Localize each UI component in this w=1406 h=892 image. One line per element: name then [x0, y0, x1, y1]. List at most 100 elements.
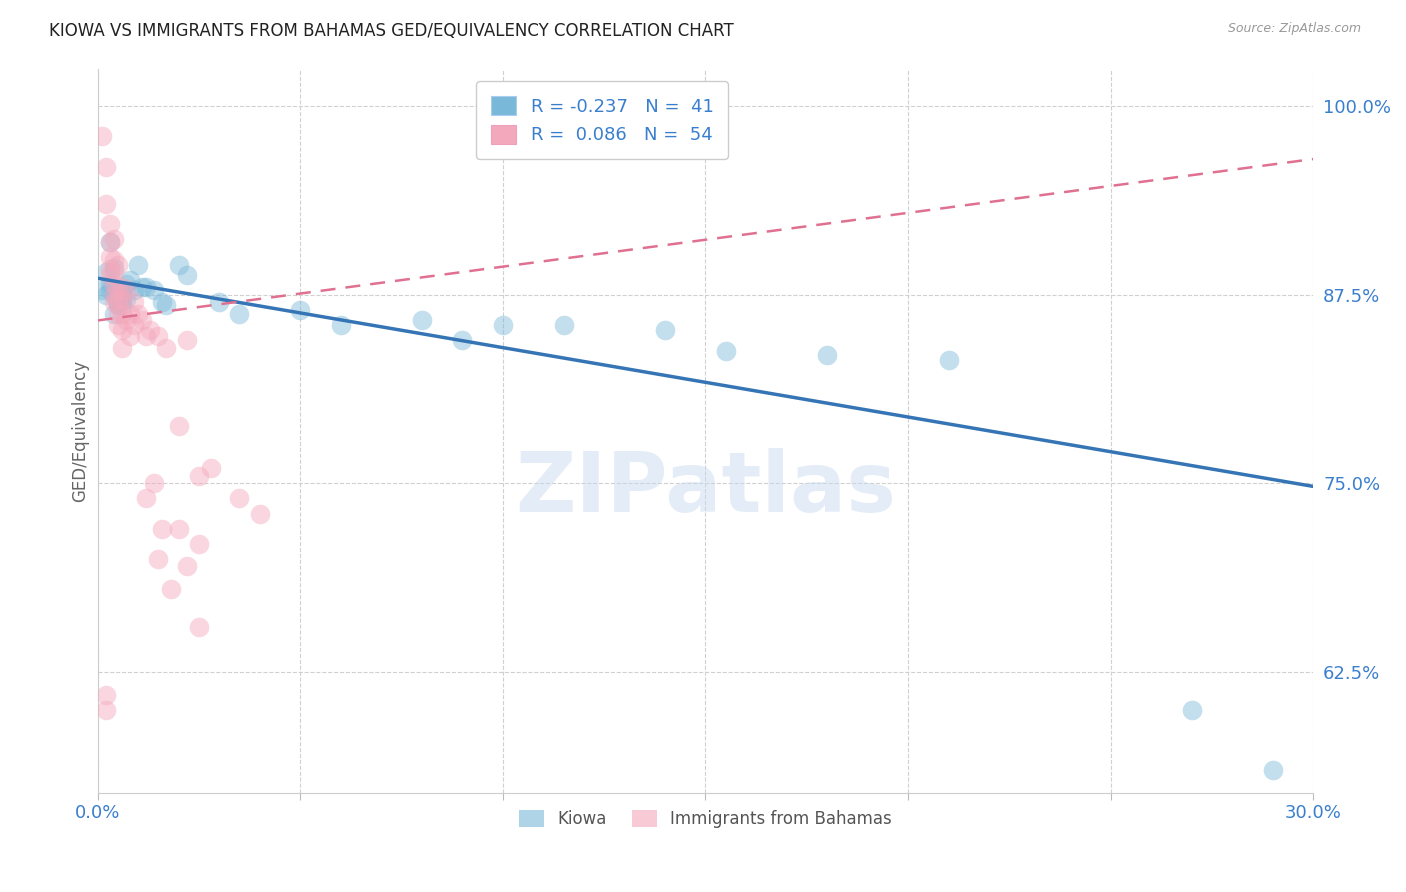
Point — [98, 277, 121, 292]
Point — [98, 250, 121, 264]
Point — [553, 318, 575, 332]
Point — [103, 260, 125, 275]
Point — [111, 280, 134, 294]
Text: KIOWA VS IMMIGRANTS FROM BAHAMAS GED/EQUIVALENCY CORRELATION CHART: KIOWA VS IMMIGRANTS FROM BAHAMAS GED/EQU… — [49, 22, 734, 40]
Point — [411, 313, 433, 327]
Text: ZIPatlas: ZIPatlas — [515, 448, 896, 529]
Point — [103, 307, 125, 321]
Point — [107, 283, 129, 297]
Point — [208, 295, 231, 310]
Point — [94, 703, 117, 717]
Point — [111, 286, 134, 301]
Point — [131, 313, 153, 327]
Point — [107, 258, 129, 272]
Point — [187, 620, 209, 634]
Point — [135, 328, 157, 343]
Point — [122, 283, 145, 297]
Point — [98, 262, 121, 277]
Point — [103, 288, 125, 302]
Point — [329, 318, 352, 332]
Point — [103, 232, 125, 246]
Point — [167, 419, 190, 434]
Point — [152, 522, 174, 536]
Point — [94, 688, 117, 702]
Point — [148, 551, 170, 566]
Point — [938, 352, 960, 367]
Point — [103, 265, 125, 279]
Point — [290, 302, 312, 317]
Point — [159, 582, 181, 596]
Point — [107, 298, 129, 312]
Point — [103, 253, 125, 268]
Point — [90, 283, 112, 297]
Point — [107, 293, 129, 307]
Point — [118, 307, 141, 321]
Point — [127, 258, 149, 272]
Point — [111, 307, 134, 321]
Point — [115, 293, 138, 307]
Point — [98, 283, 121, 297]
Point — [111, 293, 134, 307]
Point — [155, 341, 177, 355]
Text: Source: ZipAtlas.com: Source: ZipAtlas.com — [1227, 22, 1361, 36]
Point — [143, 283, 166, 297]
Point — [167, 258, 190, 272]
Point — [90, 129, 112, 144]
Point — [135, 280, 157, 294]
Point — [200, 461, 222, 475]
Point — [94, 160, 117, 174]
Point — [122, 295, 145, 310]
Point — [654, 322, 676, 336]
Point — [103, 295, 125, 310]
Point — [228, 307, 250, 321]
Point — [103, 288, 125, 302]
Point — [115, 277, 138, 292]
Point — [107, 283, 129, 297]
Point — [228, 491, 250, 506]
Point — [187, 468, 209, 483]
Point — [167, 522, 190, 536]
Point — [118, 273, 141, 287]
Point — [139, 322, 162, 336]
Point — [115, 313, 138, 327]
Point — [492, 318, 515, 332]
Point — [103, 277, 125, 292]
Point — [107, 295, 129, 310]
Point — [111, 341, 134, 355]
Point — [155, 298, 177, 312]
Point — [176, 268, 198, 283]
Point — [111, 293, 134, 307]
Point — [98, 235, 121, 249]
Point — [127, 307, 149, 321]
Point — [152, 295, 174, 310]
Point — [1261, 763, 1284, 777]
Point — [94, 197, 117, 211]
Point — [135, 491, 157, 506]
Point — [107, 318, 129, 332]
Point — [249, 507, 271, 521]
Point — [111, 298, 134, 312]
Point — [118, 328, 141, 343]
Point — [143, 476, 166, 491]
Point — [115, 283, 138, 297]
Point — [111, 322, 134, 336]
Point — [107, 307, 129, 321]
Point — [131, 280, 153, 294]
Point — [148, 328, 170, 343]
Point — [98, 217, 121, 231]
Point — [122, 318, 145, 332]
Legend: Kiowa, Immigrants from Bahamas: Kiowa, Immigrants from Bahamas — [512, 804, 898, 835]
Point — [98, 235, 121, 249]
Point — [176, 333, 198, 347]
Y-axis label: GED/Equivalency: GED/Equivalency — [72, 359, 89, 501]
Point — [94, 265, 117, 279]
Point — [94, 288, 117, 302]
Point — [187, 537, 209, 551]
Point — [176, 559, 198, 574]
Point — [1181, 703, 1204, 717]
Point — [451, 333, 474, 347]
Point — [815, 348, 838, 362]
Point — [107, 298, 129, 312]
Point — [714, 343, 737, 358]
Point — [98, 268, 121, 283]
